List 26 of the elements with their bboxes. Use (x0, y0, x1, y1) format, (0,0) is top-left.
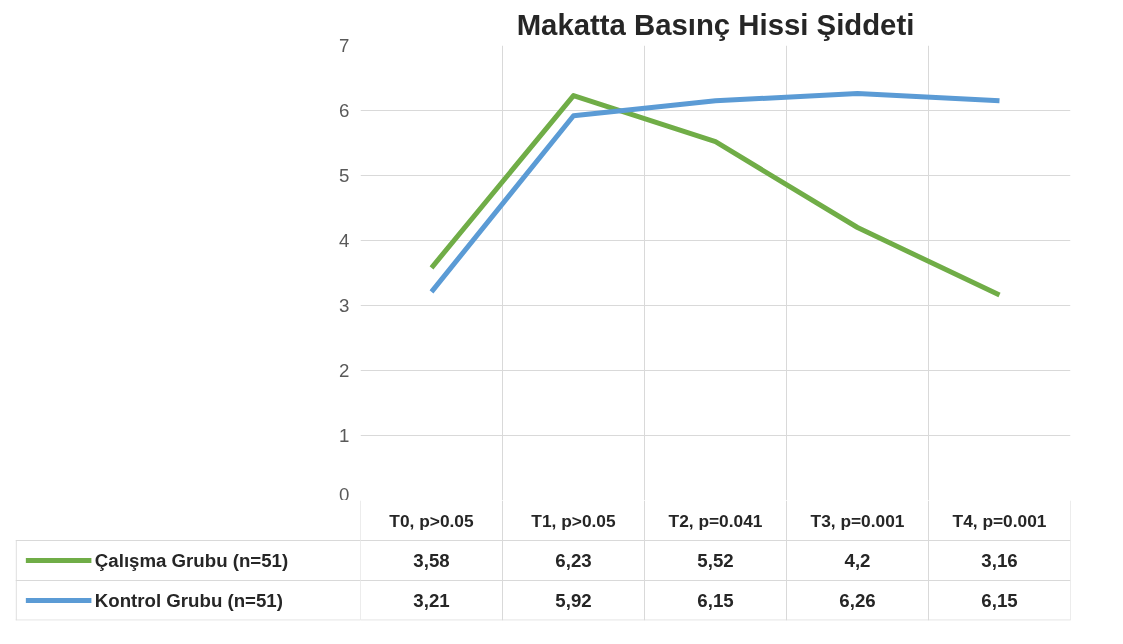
x-tick-label: T1, p>0.05 (531, 510, 616, 531)
x-tick-label: T4, p=0.001 (952, 510, 1047, 531)
data-label: 5,52 (697, 550, 734, 571)
data-label: 4,2 (844, 550, 871, 571)
chart-title: Makatta Basınç Hissi Şiddeti (516, 7, 915, 41)
data-label: 3,58 (413, 550, 450, 571)
y-tick-label: 6 (339, 100, 350, 121)
y-tick-label: 7 (339, 35, 350, 56)
legend-label: Çalışma Grubu (n=51) (94, 550, 289, 571)
data-label: 6,26 (839, 590, 876, 611)
legend-label: Kontrol Grubu (n=51) (94, 590, 283, 611)
data-label: 6,23 (555, 550, 592, 571)
y-tick-label: 4 (339, 230, 350, 251)
y-tick-label: 0 (339, 483, 350, 505)
y-tick-label: 3 (339, 295, 350, 316)
y-tick-label: 1 (339, 425, 350, 446)
data-label: 6,15 (981, 590, 1018, 611)
data-label: 3,16 (981, 550, 1018, 571)
x-tick-label: T2, p=0.041 (668, 510, 763, 531)
data-label: 3,21 (413, 590, 450, 611)
x-tick-label: T0, p>0.05 (389, 510, 474, 531)
data-label: 6,15 (697, 590, 734, 611)
y-tick-label: 2 (339, 360, 350, 381)
data-label: 5,92 (555, 590, 592, 611)
y-tick-label: 5 (339, 165, 350, 186)
x-tick-label: T3, p=0.001 (810, 510, 905, 531)
